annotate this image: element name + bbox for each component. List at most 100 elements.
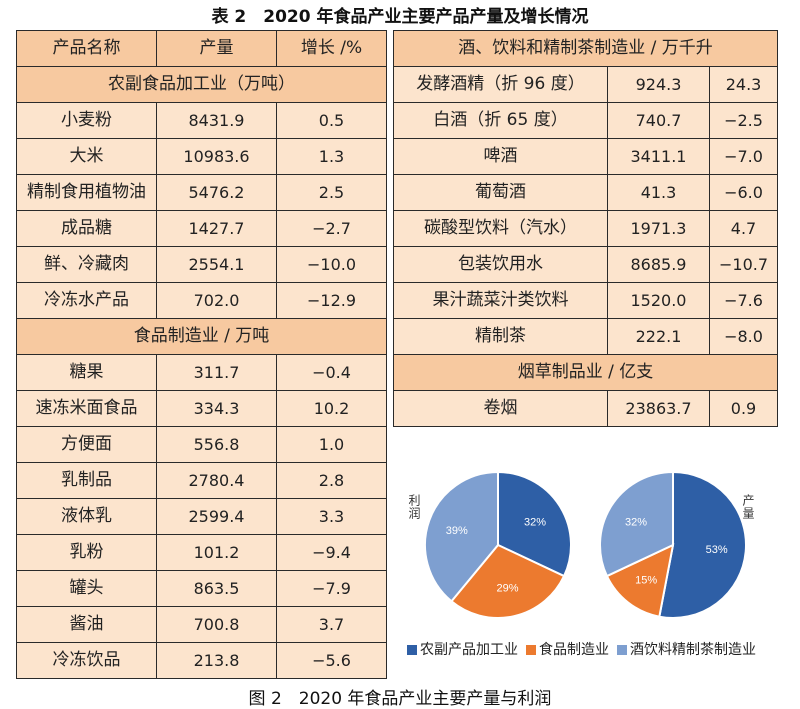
product-name: 糖果 <box>16 354 157 391</box>
output-value: 1971.3 <box>607 210 710 247</box>
legend-item: 酒饮料精制茶制造业 <box>617 639 756 659</box>
section-row: 食品制造业 / 万吨 <box>16 318 387 355</box>
growth-value: −2.7 <box>276 210 387 247</box>
product-name: 冷冻水产品 <box>16 282 157 319</box>
output-value: 1520.0 <box>607 282 710 319</box>
product-name: 酱油 <box>16 606 157 643</box>
growth-value: −2.5 <box>708 102 779 139</box>
pie-slice <box>424 470 499 603</box>
table-row: 精制食用植物油 5476.2 2.5 <box>16 174 387 211</box>
product-name: 大米 <box>16 138 157 175</box>
chart-legend: 农副产品加工业 食品制造业 酒饮料精制茶制造业 <box>407 639 756 659</box>
table-row: 包装饮用水 8685.9 −10.7 <box>393 246 779 283</box>
section-row: 烟草制品业 / 亿支 <box>392 354 779 391</box>
output-value: 311.7 <box>156 354 277 391</box>
growth-value: −6.0 <box>708 174 779 211</box>
growth-value: −7.6 <box>708 282 779 319</box>
output-value: 213.8 <box>156 642 277 679</box>
legend-label: 酒饮料精制茶制造业 <box>630 642 756 658</box>
product-name: 鲜、冷藏肉 <box>16 246 157 283</box>
legend-label: 农副产品加工业 <box>420 642 518 658</box>
growth-value: 4.7 <box>708 210 779 247</box>
figure-caption: 图 2 2020 年食品产业主要产量与利润 <box>248 689 552 709</box>
product-name: 成品糖 <box>16 210 157 247</box>
output-value: 41.3 <box>607 174 710 211</box>
growth-value: 0.9 <box>708 390 779 427</box>
profit-chart-label: 利润 <box>407 494 421 520</box>
output-value: 334.3 <box>156 390 277 427</box>
column-header: 增长 /% <box>276 30 387 67</box>
table-row: 酱油 700.8 3.7 <box>16 606 387 643</box>
growth-value: −7.9 <box>276 570 387 607</box>
product-name: 乳制品 <box>16 462 157 499</box>
right-production-table: 酒、饮料和精制茶制造业 / 万千升 发酵酒精（折 96 度） 924.3 24.3 白酒… <box>392 30 779 427</box>
table-row: 碳酸型饮料（汽水） 1971.3 4.7 <box>393 210 779 247</box>
growth-value: 2.5 <box>276 174 387 211</box>
output-value: 556.8 <box>156 426 277 463</box>
growth-value: 24.3 <box>708 66 779 103</box>
column-header: 产品名称 <box>16 30 157 67</box>
table-row: 成品糖 1427.7 −2.7 <box>16 210 387 247</box>
legend-swatch <box>526 645 536 655</box>
product-name: 方便面 <box>16 426 157 463</box>
section-row: 酒、饮料和精制茶制造业 / 万千升 <box>392 30 779 67</box>
table-row: 方便面 556.8 1.0 <box>16 426 387 463</box>
product-name: 罐头 <box>16 570 157 607</box>
output-value: 3411.1 <box>607 138 710 175</box>
legend-item: 食品制造业 <box>526 639 609 659</box>
section-title: 农副食品加工业（万吨） <box>16 66 387 103</box>
growth-value: −7.0 <box>708 138 779 175</box>
growth-value: 3.7 <box>276 606 387 643</box>
product-name: 啤酒 <box>393 138 608 175</box>
output-value: 10983.6 <box>156 138 277 175</box>
section-row: 农副食品加工业（万吨） <box>16 66 387 103</box>
product-name: 包装饮用水 <box>393 246 608 283</box>
output-value: 8685.9 <box>607 246 710 283</box>
product-name: 葡萄酒 <box>393 174 608 211</box>
product-name: 速冻米面食品 <box>16 390 157 427</box>
pie-slice <box>450 543 566 619</box>
table-row: 液体乳 2599.4 3.3 <box>16 498 387 535</box>
legend-label: 食品制造业 <box>539 642 609 658</box>
output-value: 2780.4 <box>156 462 277 499</box>
pie-slice-label: 32% <box>625 517 647 529</box>
product-name: 精制茶 <box>393 318 608 355</box>
pie-slice <box>497 470 572 578</box>
output-value: 863.5 <box>156 570 277 607</box>
table-row: 卷烟 23863.7 0.9 <box>393 390 779 427</box>
product-name: 发酵酒精（折 96 度） <box>393 66 608 103</box>
table-caption: 表 2 2020 年食品产业主要产品产量及增长情况 <box>211 7 589 27</box>
growth-value: −10.0 <box>276 246 387 283</box>
pie-slice-label: 15% <box>635 575 657 587</box>
growth-value: −8.0 <box>708 318 779 355</box>
table-row: 罐头 863.5 −7.9 <box>16 570 387 607</box>
table-row: 乳粉 101.2 −9.4 <box>16 534 387 571</box>
growth-value: −12.9 <box>276 282 387 319</box>
growth-value: 1.0 <box>276 426 387 463</box>
output-value: 1427.7 <box>156 210 277 247</box>
growth-value: 3.3 <box>276 498 387 535</box>
output-value: 2554.1 <box>156 246 277 283</box>
table-row: 白酒（折 65 度） 740.7 −2.5 <box>393 102 779 139</box>
output-value: 702.0 <box>156 282 277 319</box>
pie-slice-label: 32% <box>524 517 546 529</box>
growth-value: 10.2 <box>276 390 387 427</box>
product-name: 液体乳 <box>16 498 157 535</box>
product-name: 精制食用植物油 <box>16 174 157 211</box>
pie-slice <box>605 543 675 618</box>
growth-value: −5.6 <box>276 642 387 679</box>
product-name: 乳粉 <box>16 534 157 571</box>
growth-value: −10.7 <box>708 246 779 283</box>
product-name: 卷烟 <box>393 390 608 427</box>
output-value: 101.2 <box>156 534 277 571</box>
table-row: 冷冻饮品 213.8 −5.6 <box>16 642 387 679</box>
table-row: 乳制品 2780.4 2.8 <box>16 462 387 499</box>
output-value: 700.8 <box>156 606 277 643</box>
growth-value: 0.5 <box>276 102 387 139</box>
pie-slice <box>658 470 747 619</box>
table-row: 大米 10983.6 1.3 <box>16 138 387 175</box>
table-row: 葡萄酒 41.3 −6.0 <box>393 174 779 211</box>
section-title: 酒、饮料和精制茶制造业 / 万千升 <box>392 30 779 67</box>
section-title: 烟草制品业 / 亿支 <box>392 354 779 391</box>
output-value: 222.1 <box>607 318 710 355</box>
